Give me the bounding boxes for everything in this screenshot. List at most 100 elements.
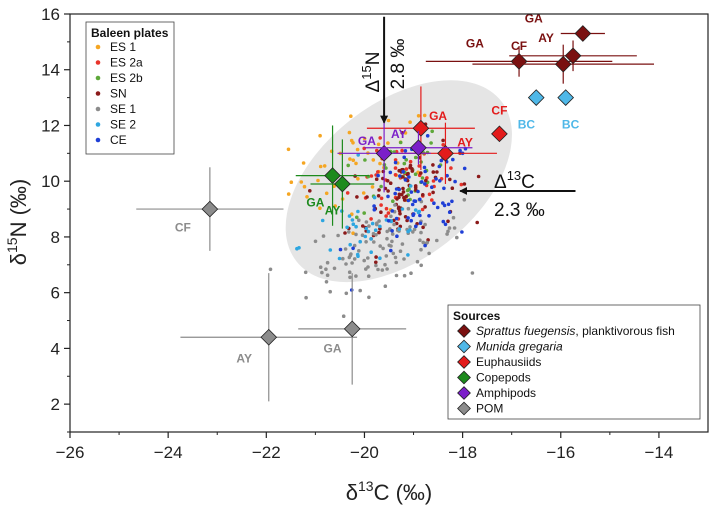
baleen-legend-item: SN — [110, 87, 127, 101]
baleen-point-se-1 — [402, 257, 406, 261]
baleen-point-se-1 — [364, 220, 369, 224]
source-marker-pom — [343, 320, 361, 338]
baleen-point-es-1 — [324, 191, 329, 196]
baleen-point-es-2b — [391, 199, 395, 203]
baleen-point-sn — [377, 230, 381, 235]
baleen-point-se-1 — [372, 240, 376, 244]
baleen-point-es-2b — [362, 211, 367, 215]
baleen-point-sn — [397, 192, 402, 197]
baleen-point-ce — [386, 194, 390, 199]
baleen-point-es-2b — [420, 176, 425, 180]
baleen-point-sn — [441, 138, 445, 143]
baleen-point-es-1 — [318, 164, 323, 169]
baleen-point-se-1 — [303, 270, 308, 275]
baleen-point-es-1 — [322, 164, 327, 168]
baleen-point-se-1 — [344, 262, 348, 266]
baleen-point-sn — [448, 177, 452, 182]
baleen-point-se-2 — [408, 228, 412, 232]
baleen-point-sn — [431, 190, 435, 195]
baleen-legend-swatch — [95, 106, 101, 112]
sources-legend-item: Sprattus fuegensis, planktivorous fish — [476, 324, 675, 338]
baleen-point-ce — [441, 219, 446, 224]
y-axis-title-element: N (‰) — [6, 179, 31, 238]
baleen-point-se-1 — [304, 295, 308, 300]
baleen-point-es-1 — [416, 170, 420, 175]
baleen-point-ce — [447, 210, 452, 214]
plot-frame — [69, 13, 709, 433]
baleen-point-es-2a — [441, 143, 446, 147]
baleen-point-se-1 — [347, 270, 352, 275]
baleen-point-es-1 — [416, 114, 421, 118]
y-axis-title-delta: δ — [6, 253, 31, 265]
baleen-point-se-2 — [366, 229, 371, 234]
baleen-point-es-2b — [398, 140, 403, 145]
baleen-point-se-2 — [345, 225, 349, 230]
source-marker-amphipods — [375, 144, 393, 162]
baleen-point-se-1 — [446, 229, 450, 234]
baleen-legend-title: Baleen plates — [91, 26, 169, 40]
baleen-point-se-1 — [393, 203, 397, 207]
source-marker-sprattus-fuegensis — [574, 25, 592, 42]
baleen-point-se-1 — [357, 218, 361, 222]
x-tick-label: −18 — [448, 443, 477, 462]
baleen-point-ce — [453, 179, 457, 184]
baleen-point-se-1 — [352, 243, 357, 248]
baleen-point-se-1 — [385, 236, 389, 241]
baleen-point-se-1 — [343, 247, 348, 251]
x-tick-label: −24 — [154, 443, 183, 462]
baleen-point-es-2a — [345, 191, 350, 195]
baleen-point-ce — [460, 230, 464, 234]
baleen-point-ce — [401, 169, 406, 174]
baleen-legend-swatch — [95, 137, 101, 143]
baleen-point-ce — [395, 234, 399, 238]
x-axis-title-isotope: 13 — [358, 478, 374, 494]
baleen-point-es-2b — [429, 141, 433, 145]
source-marker-copepods — [324, 167, 341, 184]
baleen-point-sn — [355, 195, 359, 199]
baleen-point-es-1 — [318, 133, 322, 138]
baleen-point-se-1 — [427, 251, 431, 256]
baleen-point-sn — [431, 163, 435, 167]
baleen-point-se-1 — [419, 263, 424, 268]
sources-legend-swatch — [457, 401, 471, 416]
baleen-point-ce — [437, 164, 442, 169]
baleen-point-se-2 — [370, 221, 375, 226]
source-marker-munida-gregaria — [557, 89, 575, 106]
baleen-point-se-1 — [387, 243, 392, 248]
baleen-point-ce — [416, 189, 420, 194]
baleen-point-es-1 — [347, 130, 352, 135]
source-label-sprattus-fuegensis: CF — [511, 39, 527, 53]
baleen-point-se-1 — [352, 257, 357, 261]
baleen-point-se-1 — [378, 244, 383, 248]
y-tick-label: 4 — [51, 339, 60, 358]
baleen-point-es-1 — [301, 161, 306, 165]
baleen-point-es-2a — [376, 170, 380, 174]
baleen-point-se-1 — [336, 233, 340, 238]
baleen-point-se-2 — [295, 246, 299, 251]
baleen-point-se-2 — [363, 234, 368, 239]
baleen-point-es-1 — [286, 192, 291, 196]
baleen-point-ce — [462, 166, 467, 171]
sources-legend-item-name: Copepods — [476, 371, 531, 385]
baleen-point-se-1 — [380, 268, 385, 272]
baleen-point-es-2a — [393, 173, 398, 177]
sources-legend-item-name: Euphausiids — [476, 355, 541, 369]
baleen-point-ce — [393, 191, 398, 196]
source-label-sprattus-fuegensis: AY — [538, 31, 554, 45]
baleen-point-se-1 — [377, 219, 381, 223]
source-label-copepods: AY — [325, 204, 341, 218]
baleen-point-se-1 — [358, 288, 363, 293]
delta-c-prefix: Δ — [494, 172, 507, 193]
baleen-point-se-2 — [372, 195, 377, 200]
baleen-point-se-1 — [362, 258, 367, 263]
baleen-point-sn — [374, 255, 378, 259]
baleen-point-ce — [406, 216, 410, 220]
source-label-pom: GA — [324, 342, 342, 356]
baleen-point-se-1 — [374, 263, 378, 268]
sources-legend-item-name: Amphipods — [476, 386, 536, 400]
baleen-legend-swatch — [95, 122, 101, 127]
baleen-point-sn — [435, 170, 439, 174]
baleen-point-es-2a — [384, 214, 388, 218]
